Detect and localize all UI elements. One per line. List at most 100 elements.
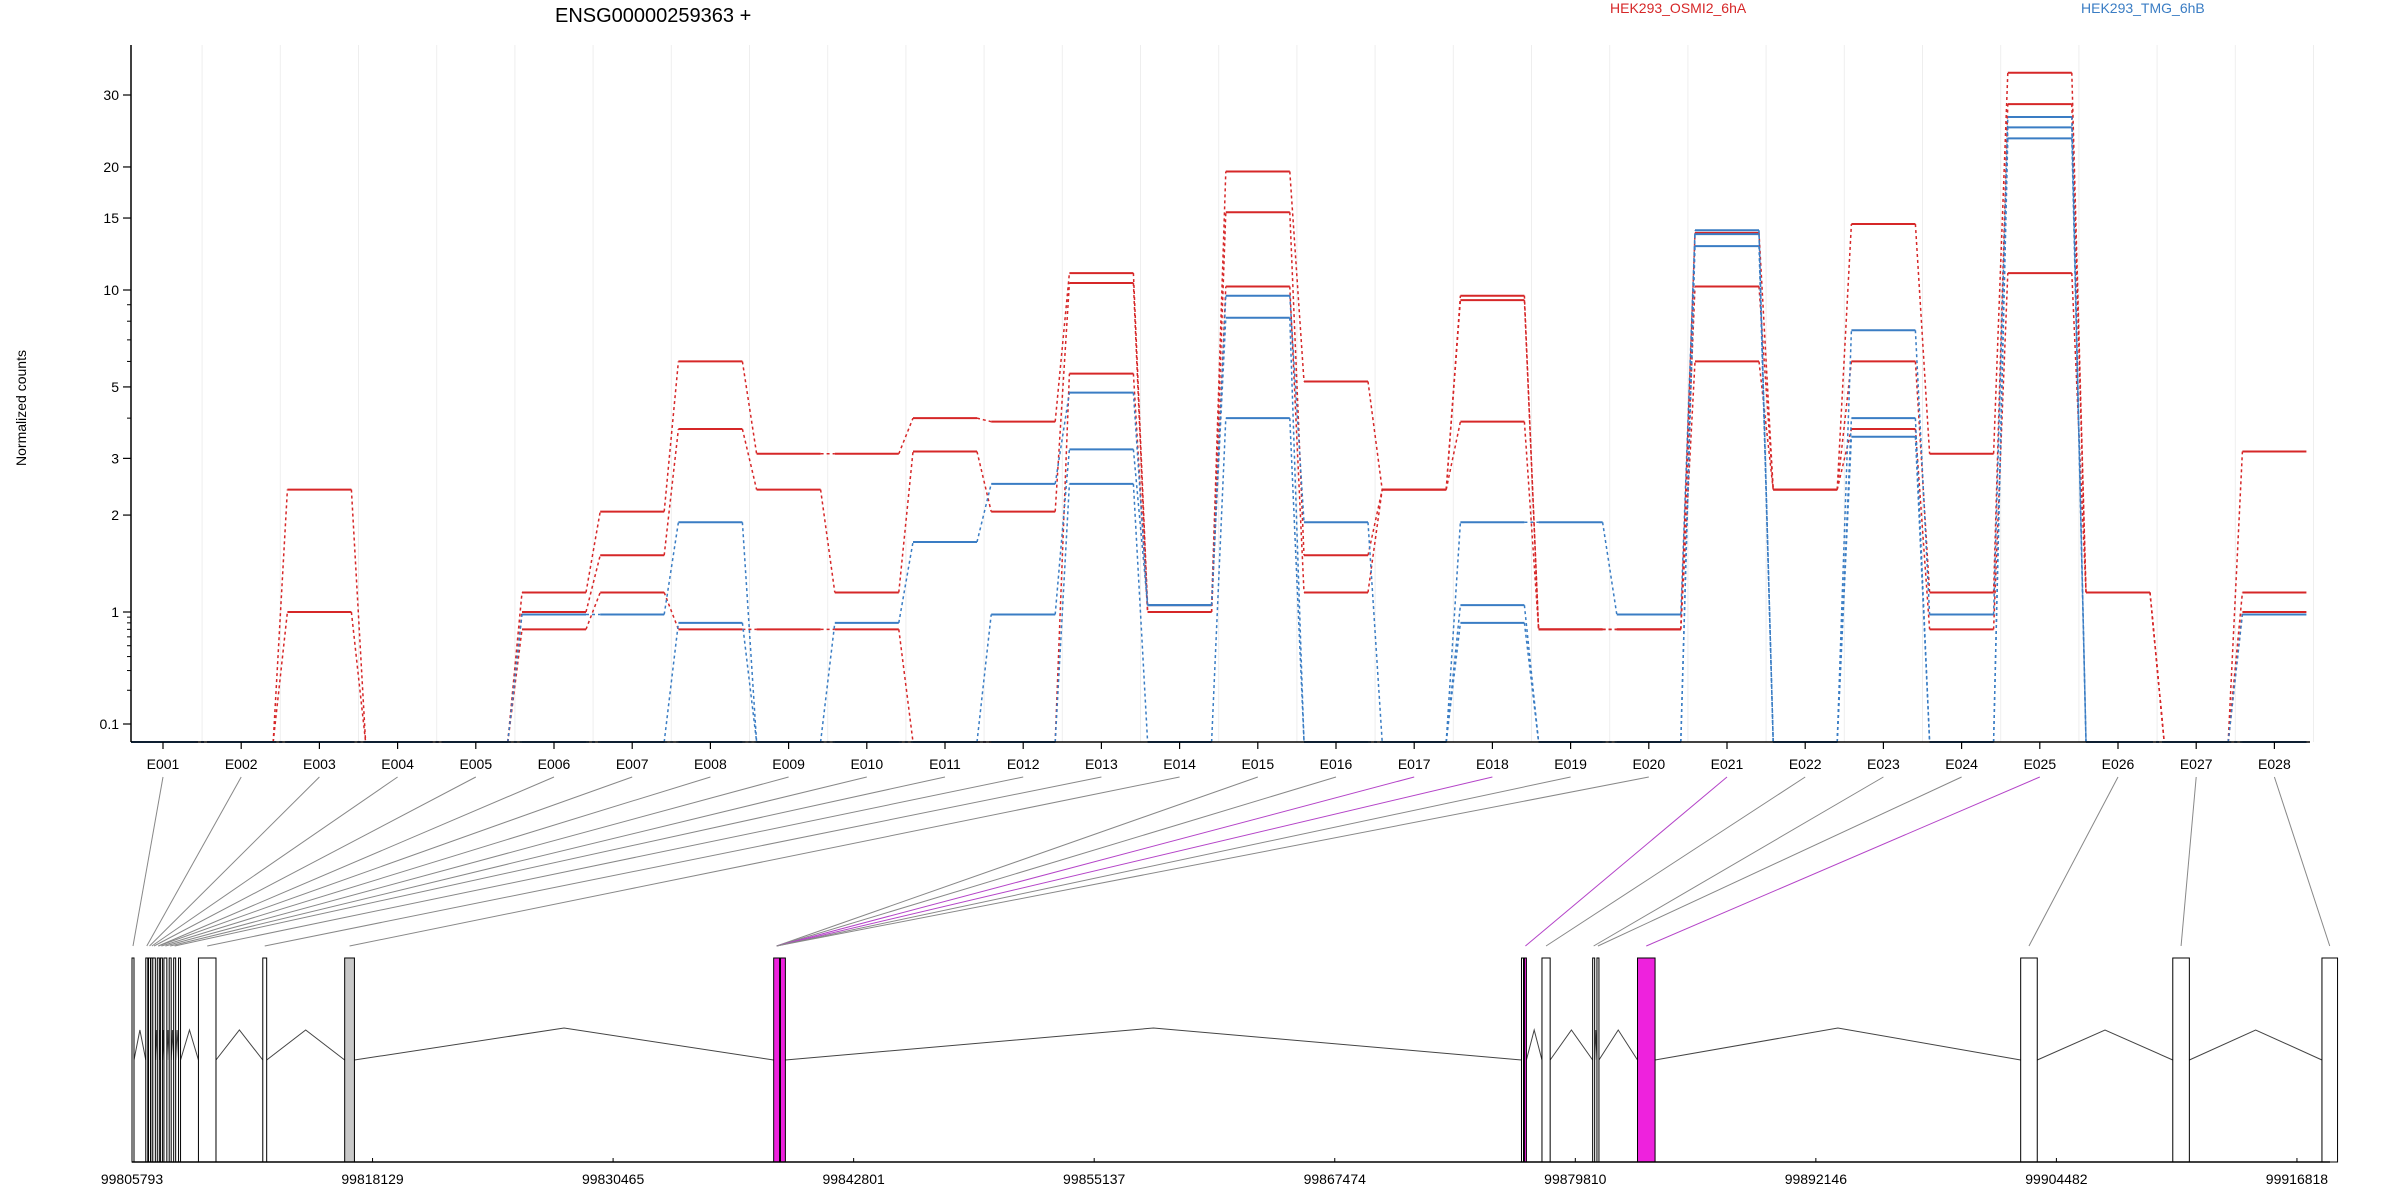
y-tick-label: 2 [111,507,119,523]
connector-line [1836,224,1853,490]
connector-line [272,611,289,743]
exon-box [131,957,135,1163]
connector-line [1054,282,1071,512]
connector-line [898,541,914,623]
y-tick-label: 5 [111,379,119,395]
intron-line [1654,1027,2021,1061]
exon-link-line [158,776,633,947]
coordinate-label: 99892146 [1785,1171,1848,1187]
y-tick-label: 20 [103,159,119,175]
exon-label: E027 [2180,756,2213,772]
y-tick-label: 1 [111,604,119,620]
exon-link-line [264,776,1102,947]
connector-line [898,417,914,455]
exon-link-line [146,776,242,947]
coordinate-label: 99855137 [1063,1171,1126,1187]
connector-line [1758,286,1774,490]
intron-line [354,1027,774,1061]
exon-link-line [207,776,1024,947]
connector-line [1523,622,1540,743]
exon-link-line [1545,776,1806,947]
connector-line [1445,622,1462,743]
exon-box [197,957,217,1163]
exon-box [156,957,160,1163]
connector-line [1914,418,1931,743]
axes: 0.1 1 2 3 5 10 15 20 30 E001 E002 E003 E004 E005 E006 E… [100,45,2310,772]
connector-line [1445,605,1462,743]
connector-line [819,489,836,593]
connector-line [585,511,601,593]
connector-line [2071,273,2087,593]
chart-title: ENSG00000259363 + [555,5,751,27]
coordinate-label: 99830465 [582,1171,645,1187]
exon-box [1541,957,1551,1163]
exon-link-line [153,776,477,947]
exon-label: E021 [1711,756,1744,772]
connector-line [1289,418,1305,743]
connector-line [819,622,836,743]
connector-line [1367,381,1383,490]
connector-line [1523,295,1540,630]
exon-label: E022 [1789,756,1822,772]
connector-line [1132,283,1149,613]
exon-box [168,957,172,1163]
connector-line [1367,489,1383,556]
exon-label: E025 [2023,756,2056,772]
exon-label: E010 [850,756,883,772]
exon-box [145,957,149,1163]
exon-label: E008 [694,756,727,772]
connector-line [976,451,992,512]
exon-box [780,957,786,1163]
intron-line [1549,1029,1594,1061]
exon-label: E005 [459,756,492,772]
exon-link-line [1597,776,1962,947]
exon-label: E013 [1085,756,1118,772]
exon-label: E015 [1241,756,1274,772]
intron-line [266,1029,345,1061]
connector-line [2071,138,2087,743]
connector-line [1758,246,1774,743]
y-axis-label: Normalized counts [13,350,29,466]
intron-line [2189,1029,2323,1061]
connector-line [1132,273,1149,606]
connector-line [1289,317,1305,743]
connector-line [663,622,680,743]
connector-line [741,622,758,743]
exon-label: E028 [2258,756,2291,772]
coordinate-label: 99916818 [2266,1171,2329,1187]
coordinate-label: 99805793 [101,1171,164,1187]
exon-label: E009 [772,756,805,772]
exon-link-line [2180,776,2197,947]
intron-line [1598,1029,1638,1061]
exon-label: E002 [225,756,258,772]
connector-line [350,611,367,743]
connector-line [1132,483,1149,743]
connector-line [976,483,992,543]
exon-label: E011 [929,756,961,772]
intron-line [785,1027,1522,1061]
connector-line [1523,421,1540,630]
coordinate-label: 99879810 [1544,1171,1607,1187]
intron-line [215,1029,264,1061]
exon-box [1637,957,1656,1163]
connector-line [1289,295,1305,523]
connector-line [1445,522,1462,743]
legend-entry-tmg: HEK293_TMG_6hB [2081,0,2205,16]
exon-label: E016 [1320,756,1353,772]
exon-box [344,957,355,1163]
connector-line [1367,489,1383,593]
connector-line [1054,483,1071,743]
connector-line [741,522,758,743]
connector-line [350,489,367,743]
exon-link-line [2273,776,2331,947]
exon-link-line [349,776,1180,947]
y-tick-label: 15 [103,210,119,226]
connector-line [976,417,992,423]
exon-box [159,957,163,1163]
exon-label: E004 [381,756,414,772]
connector-line [1210,295,1227,606]
gene-model: 99805793 99818129 99830465 99842801 99855137… [101,957,2339,1187]
exon-label: E018 [1476,756,1509,772]
intron-line [1525,1028,1543,1061]
exon-link-line [149,776,320,947]
